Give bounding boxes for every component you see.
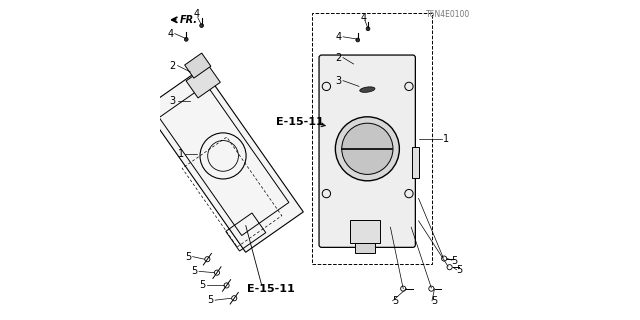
Text: 3: 3 [170,96,176,106]
Text: 2: 2 [335,52,342,63]
FancyBboxPatch shape [319,55,415,247]
Text: 5: 5 [431,296,438,307]
Circle shape [200,24,204,28]
Text: 5: 5 [199,280,205,291]
Ellipse shape [360,87,375,92]
Text: FR.: FR. [180,15,198,25]
Circle shape [356,38,360,42]
Circle shape [366,27,370,31]
Text: 5: 5 [185,252,191,262]
Polygon shape [186,65,220,98]
Polygon shape [145,68,303,252]
Circle shape [342,123,393,174]
Circle shape [335,117,399,181]
Text: 5: 5 [392,296,398,307]
Bar [312,13,432,264]
Text: 5: 5 [451,256,458,266]
Text: 5: 5 [191,266,198,276]
Text: 4: 4 [360,12,366,23]
Text: 4: 4 [335,32,342,42]
Circle shape [184,37,188,41]
Bar [355,243,375,253]
Bar [349,220,380,243]
Text: 3: 3 [335,76,342,86]
Text: 5: 5 [207,295,214,305]
Bar [412,147,419,178]
Polygon shape [185,53,211,78]
Text: 2: 2 [170,60,176,71]
Text: 1: 1 [178,148,184,159]
Text: 4: 4 [167,28,173,39]
Text: T6N4E0100: T6N4E0100 [426,10,470,19]
Text: 1: 1 [444,134,449,144]
Text: 4: 4 [194,9,200,20]
Text: E-15-11: E-15-11 [276,117,324,127]
Text: 5: 5 [456,265,462,276]
Text: E-15-11: E-15-11 [246,284,294,294]
